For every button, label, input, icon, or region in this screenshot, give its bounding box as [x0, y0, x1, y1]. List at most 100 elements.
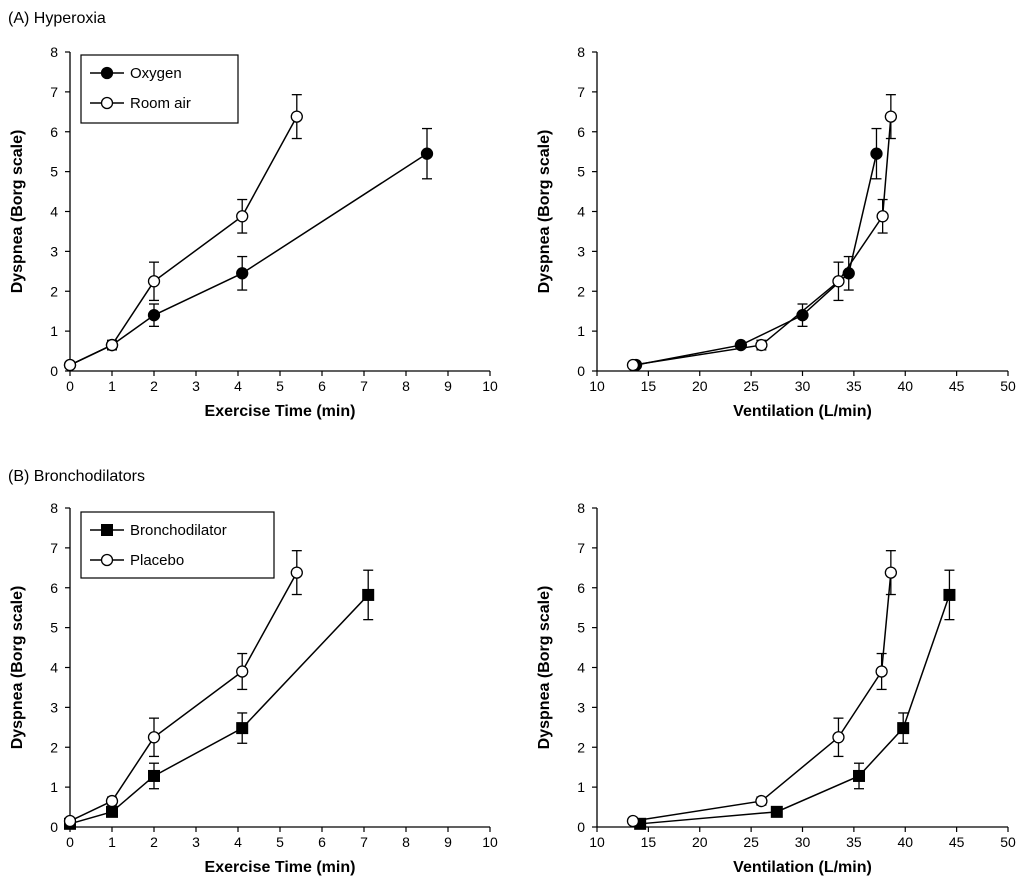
series-line	[635, 153, 878, 366]
panel-b-label: (B) Bronchodilators	[8, 468, 145, 485]
y-axis-title: Dyspnea (Borg scale)	[9, 586, 26, 750]
x-tick-label: 0	[66, 378, 74, 394]
y-tick-label: 3	[577, 243, 585, 259]
data-point	[755, 338, 768, 352]
y-tick-label: 1	[577, 323, 585, 339]
data-point	[897, 722, 910, 735]
data-point	[236, 722, 249, 735]
y-tick-label: 7	[577, 84, 585, 100]
series-line	[69, 594, 369, 825]
data-point	[853, 769, 866, 782]
y-tick-label: 8	[577, 500, 585, 516]
x-tick-label: 8	[402, 834, 410, 850]
y-tick-label: 7	[50, 84, 58, 100]
x-tick-label: 2	[150, 378, 158, 394]
y-tick-label: 5	[50, 164, 58, 180]
data-point	[63, 814, 77, 828]
x-tick-label: 5	[276, 834, 284, 850]
x-tick-label: 10	[482, 378, 498, 394]
x-tick-label: 7	[360, 834, 368, 850]
x-tick-label: 10	[589, 378, 605, 394]
x-tick-label: 10	[482, 834, 498, 850]
x-tick-label: 7	[360, 378, 368, 394]
series-oxygen	[629, 127, 883, 372]
x-axis-title: Ventilation (L/min)	[733, 403, 872, 420]
x-tick-label: 4	[234, 378, 242, 394]
x-tick-label: 45	[949, 834, 965, 850]
x-tick-label: 8	[402, 378, 410, 394]
y-tick-label: 1	[577, 779, 585, 795]
x-tick-label: 25	[743, 834, 759, 850]
x-tick-label: 35	[846, 834, 862, 850]
y-tick-label: 8	[50, 44, 58, 60]
x-axis-title: Exercise Time (min)	[205, 403, 356, 420]
y-tick-label: 1	[50, 323, 58, 339]
legend: Bronchodilator Placebo	[80, 511, 275, 579]
series-room-air	[63, 94, 303, 372]
y-axis-title: Dyspnea (Borg scale)	[9, 130, 26, 294]
x-tick-label: 6	[318, 834, 326, 850]
x-tick-label: 50	[1000, 834, 1016, 850]
x-tick-label: 25	[743, 378, 759, 394]
x-tick-label: 1	[108, 834, 116, 850]
x-tick-label: 0	[66, 834, 74, 850]
data-point	[106, 805, 118, 818]
data-point	[63, 358, 77, 372]
y-tick-label: 8	[50, 500, 58, 516]
data-point	[832, 275, 845, 288]
chart-panel-1: 0 1 2 3 4 5 6 7 8 0 1 2 3 4 5 6 7 8 9 10 Exercise Time (min)…	[9, 44, 498, 420]
data-point	[105, 794, 119, 808]
data-point	[870, 147, 883, 160]
x-tick-label: 20	[692, 834, 708, 850]
data-point	[236, 210, 249, 223]
series-bronchodilator	[64, 569, 375, 830]
data-point	[884, 110, 898, 123]
y-tick-label: 2	[577, 283, 585, 299]
y-tick-label: 0	[577, 363, 585, 379]
x-tick-label: 30	[795, 834, 811, 850]
x-tick-label: 9	[444, 378, 452, 394]
y-tick-label: 6	[577, 580, 585, 596]
data-point	[875, 665, 888, 678]
y-tick-label: 3	[50, 243, 58, 259]
y-tick-label: 7	[50, 540, 58, 556]
series-line	[69, 116, 298, 366]
x-axis-title: Ventilation (L/min)	[733, 859, 872, 876]
legend-marker	[101, 524, 113, 536]
x-tick-label: 2	[150, 834, 158, 850]
x-tick-label: 40	[897, 834, 913, 850]
y-tick-label: 4	[577, 204, 585, 220]
y-tick-label: 0	[577, 819, 585, 835]
data-point	[290, 566, 303, 579]
y-tick-label: 2	[50, 739, 58, 755]
legend-marker	[100, 553, 114, 567]
chart-panel-3: 0 1 2 3 4 5 6 7 8 0 1 2 3 4 5 6 7 8 9 10 Exercise Time (min)…	[9, 500, 498, 876]
data-point	[626, 358, 640, 372]
data-point	[147, 275, 161, 288]
data-point	[148, 769, 160, 782]
y-tick-label: 5	[577, 164, 585, 180]
data-point	[884, 566, 898, 579]
x-tick-label: 15	[641, 834, 657, 850]
data-point	[755, 794, 768, 808]
series-line	[69, 572, 298, 822]
panel-a-label: (A) Hyperoxia	[8, 10, 106, 27]
y-tick-label: 2	[577, 739, 585, 755]
series-bronchodilator	[634, 569, 956, 830]
y-tick-label: 4	[50, 660, 58, 676]
y-tick-label: 7	[577, 540, 585, 556]
data-point	[147, 309, 161, 322]
y-tick-label: 0	[50, 819, 58, 835]
legend: Oxygen Room air	[80, 54, 239, 124]
legend-marker	[100, 66, 114, 80]
y-tick-label: 3	[50, 699, 58, 715]
legend-label: Room air	[130, 95, 191, 112]
data-point	[626, 814, 640, 828]
x-tick-label: 10	[589, 834, 605, 850]
y-tick-label: 5	[50, 620, 58, 636]
x-tick-label: 6	[318, 378, 326, 394]
y-tick-label: 2	[50, 283, 58, 299]
